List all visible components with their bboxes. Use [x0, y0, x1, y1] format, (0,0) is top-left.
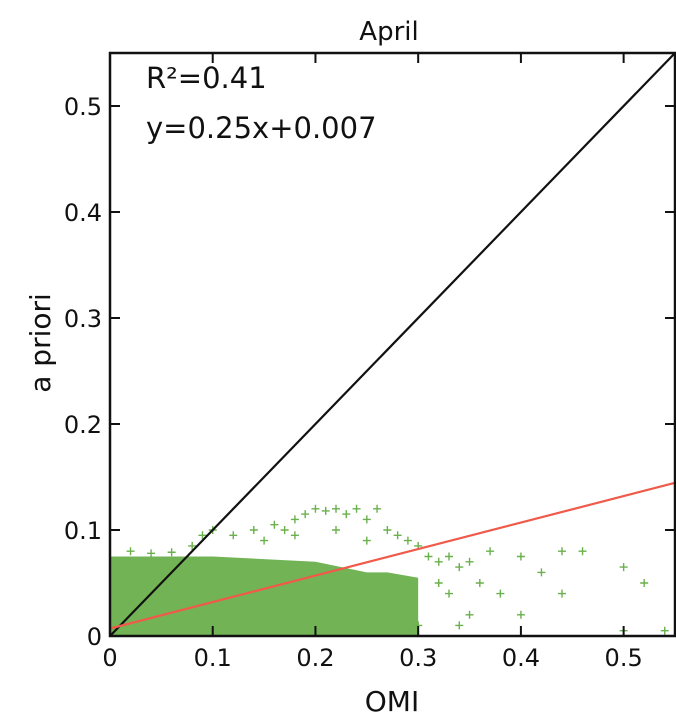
scatter-point	[619, 563, 628, 572]
scatter-point	[270, 520, 279, 529]
x-tick-label: 0.4	[502, 644, 540, 672]
y-axis-label: a priori	[24, 293, 57, 393]
scatter-point	[486, 547, 495, 556]
scatter-point	[352, 504, 361, 513]
scatter-point	[342, 510, 351, 519]
scatter-point	[383, 526, 392, 534]
scatter-point	[640, 579, 649, 587]
scatter-point	[321, 506, 330, 515]
scatter-point	[362, 536, 371, 545]
scatter-point	[455, 621, 464, 630]
scatter-point	[660, 626, 669, 635]
scatter-point	[126, 547, 135, 556]
x-tick-label: 0.2	[296, 644, 334, 672]
y-tick-label: 0.1	[64, 517, 102, 545]
scatter-point	[301, 510, 310, 519]
plot-frame	[108, 51, 676, 638]
x-tick-label: 0	[102, 644, 117, 672]
scatter-point	[290, 531, 299, 540]
x-axis-label: OMI	[365, 685, 419, 718]
scatter-point	[393, 531, 402, 540]
x-tick-label: 0.5	[605, 644, 643, 672]
y-tick-label: 0.3	[64, 305, 102, 333]
scatter-point	[558, 589, 566, 598]
scatter-point	[147, 549, 156, 558]
chart-title: April	[359, 17, 418, 47]
scatter-point	[167, 548, 176, 557]
one-to-one-line	[109, 52, 676, 637]
scatter-point	[434, 557, 443, 566]
scatter-point	[290, 515, 299, 524]
scatter-point	[496, 589, 505, 598]
y-tick-label: 0.2	[64, 411, 102, 439]
x-tick-label: 0.1	[194, 644, 232, 672]
dense-scatter-region	[110, 556, 419, 636]
scatter-point	[455, 563, 464, 572]
scatter-point	[260, 536, 269, 545]
scatter-point	[558, 547, 566, 556]
scatter-point	[465, 557, 474, 566]
scatter-point	[373, 504, 382, 513]
reference-lines	[109, 52, 676, 637]
scatter-point	[188, 541, 197, 550]
scatter-point	[311, 504, 320, 513]
regression-equation: y=0.25x+0.007	[146, 111, 377, 145]
scatter-point	[445, 589, 453, 598]
scatter-point	[516, 610, 525, 619]
scatter-point	[249, 526, 258, 534]
axis-ticks: 0 0.1 0.2 0.3 0.4 0.5 0 0.1 0.2 0.3 0.4 0.5	[64, 53, 675, 672]
scatter-point	[445, 552, 453, 561]
scatter-point	[229, 531, 238, 540]
r-squared-annotation: R²=0.41	[146, 61, 267, 95]
scatter-point	[332, 526, 340, 534]
scatter-point	[424, 552, 433, 561]
x-tick-label: 0.3	[399, 644, 437, 672]
y-tick-label: 0	[87, 623, 102, 651]
scatter-point	[578, 547, 587, 556]
regression-fit-line	[109, 481, 676, 630]
scatter-point	[362, 515, 371, 524]
scatter-point	[198, 531, 207, 540]
y-tick-label: 0.4	[64, 199, 102, 227]
scatter-points	[110, 504, 669, 636]
scatter-point	[434, 579, 443, 587]
scatter-point	[465, 610, 474, 619]
scatter-point	[280, 526, 289, 534]
scatter-point	[516, 552, 525, 561]
scatter-point	[403, 536, 412, 545]
y-tick-label: 0.5	[64, 93, 102, 121]
scatter-point	[537, 568, 546, 577]
scatter-point	[475, 579, 484, 587]
scatter-point	[332, 504, 340, 513]
